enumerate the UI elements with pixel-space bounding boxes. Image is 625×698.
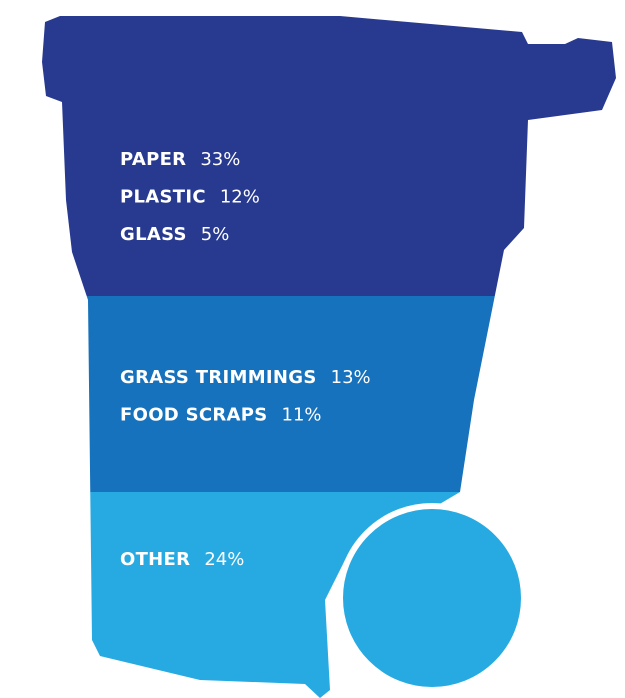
item-percent: 11% <box>282 405 322 426</box>
band-bottom <box>42 492 616 698</box>
item-name: PAPER <box>120 149 186 170</box>
item-percent: 13% <box>331 367 371 388</box>
item-percent: 24% <box>204 549 244 570</box>
item-name: FOOD SCRAPS <box>120 405 268 426</box>
item-percent: 33% <box>200 149 240 170</box>
item-name: OTHER <box>120 549 190 570</box>
item-name: PLASTIC <box>120 187 206 208</box>
item-percent: 5% <box>201 224 230 245</box>
band-middle <box>42 296 616 492</box>
item-name: GLASS <box>120 224 187 245</box>
item-percent: 12% <box>220 187 260 208</box>
band-top <box>42 16 616 296</box>
item-name: GRASS TRIMMINGS <box>120 367 317 388</box>
wheel <box>337 503 527 693</box>
